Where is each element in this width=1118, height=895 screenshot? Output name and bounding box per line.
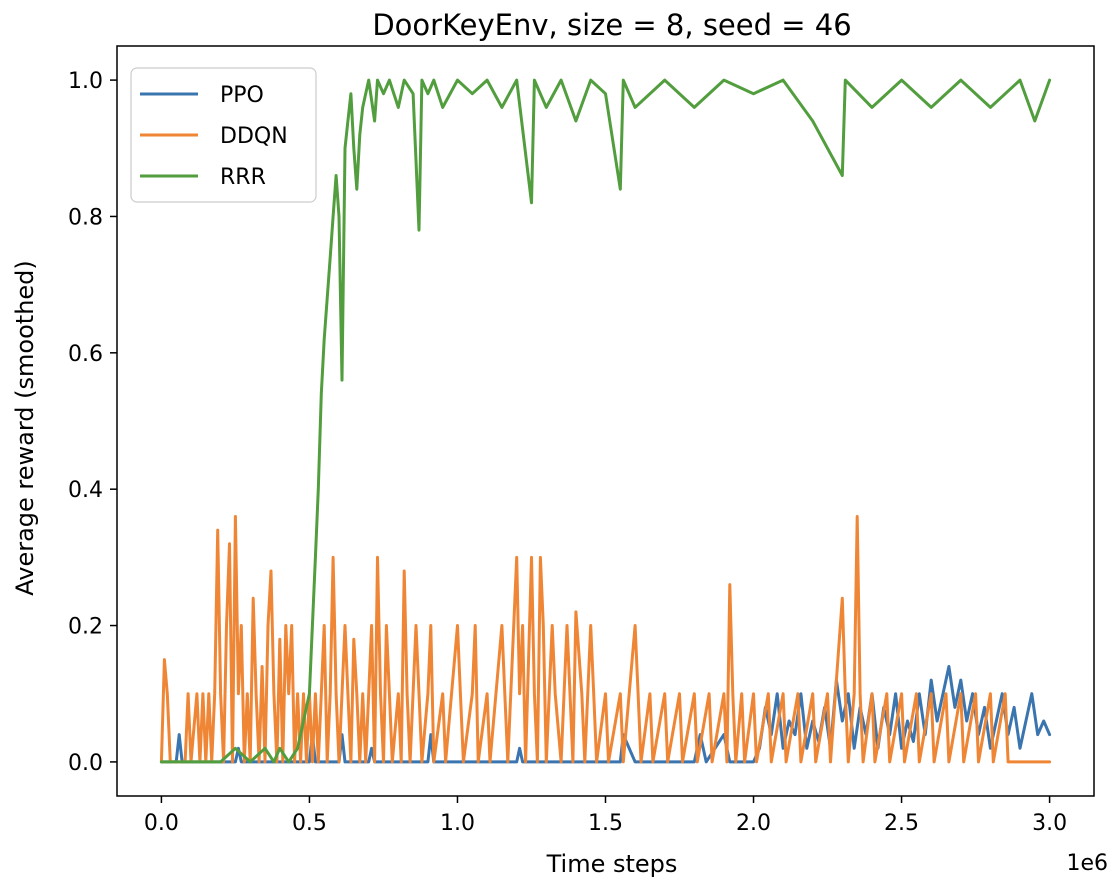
x-tick-label: 0.0	[144, 811, 179, 836]
y-tick-label: 0.4	[68, 478, 103, 503]
legend: PPO DDQN RRR	[130, 67, 317, 203]
chart-title: DoorKeyEnv, size = 8, seed = 46	[372, 8, 851, 42]
x-axis-offset-label: 1e6	[1066, 851, 1108, 876]
legend-label-ddqn: DDQN	[220, 124, 288, 149]
y-tick-label: 0.0	[68, 751, 103, 776]
y-tick-label: 0.2	[68, 615, 103, 640]
x-axis-title: Time steps	[546, 850, 678, 878]
x-tick-label: 1.5	[588, 811, 623, 836]
y-tick-label: 1.0	[68, 69, 103, 94]
y-axis-title: Average reward (smoothed)	[11, 260, 39, 596]
y-tick-label: 0.8	[68, 205, 103, 230]
y-tick-label: 0.6	[68, 342, 103, 367]
series-line-rrr	[159, 78, 1052, 764]
legend-box	[130, 67, 317, 203]
legend-label-ppo: PPO	[220, 83, 264, 108]
x-tick-label: 0.5	[292, 811, 327, 836]
x-tick-label: 1.0	[440, 811, 475, 836]
x-tick-label: 2.5	[884, 811, 919, 836]
x-tick-label: 3.0	[1032, 811, 1067, 836]
series-line-ppo	[159, 665, 1052, 764]
y-axis: 0.0 0.2 0.4 0.6 0.8 1.0	[68, 69, 117, 776]
series-line-ddqn	[159, 515, 1052, 764]
x-axis: 0.0 0.5 1.0 1.5 2.0 2.5 3.0	[144, 796, 1067, 836]
legend-label-rrr: RRR	[220, 165, 266, 190]
plot-series	[159, 78, 1052, 764]
x-tick-label: 2.0	[736, 811, 771, 836]
